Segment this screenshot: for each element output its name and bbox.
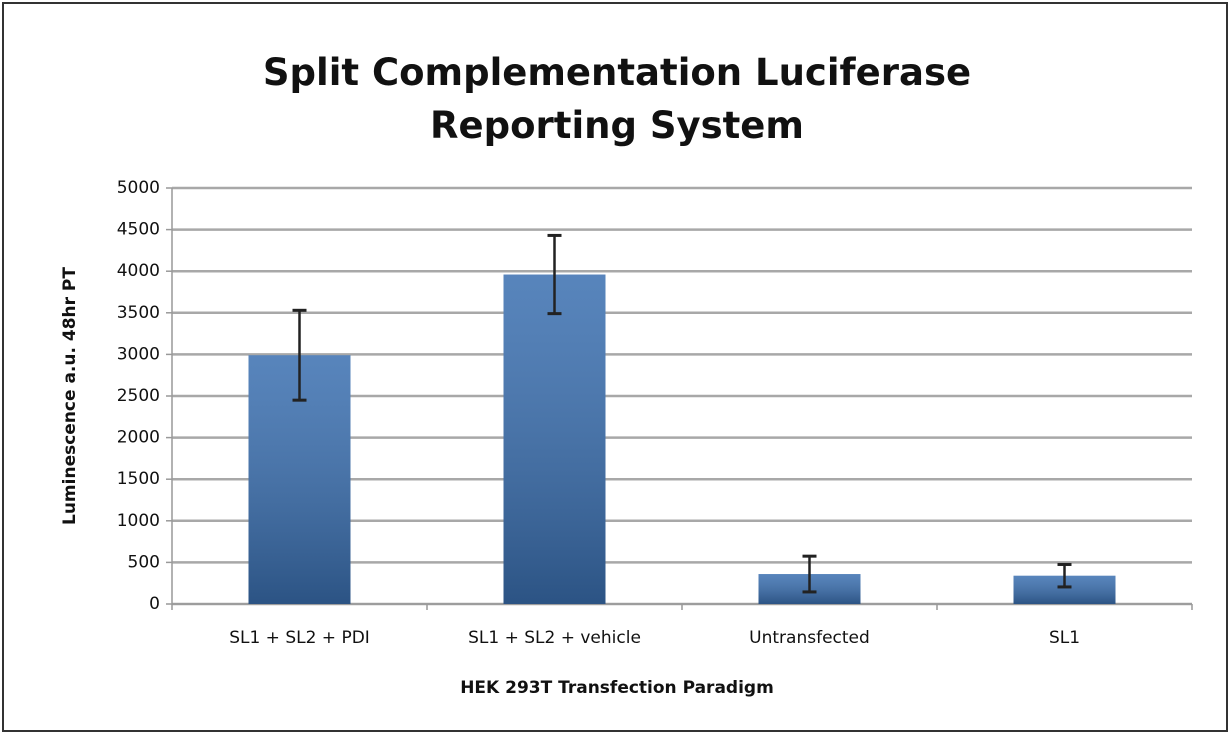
x-tick-label: SL1 <box>1049 628 1080 648</box>
y-tick-label: 2000 <box>117 428 160 448</box>
y-tick-label: 5000 <box>117 178 160 198</box>
y-tick-label: 4500 <box>117 220 160 240</box>
x-tick-label: SL1 + SL2 + PDI <box>229 628 370 648</box>
y-tick-label: 4000 <box>117 261 160 281</box>
y-tick-label: 3500 <box>117 303 160 323</box>
y-tick-label: 0 <box>149 594 160 614</box>
y-tick-label: 1000 <box>117 511 160 531</box>
y-tick-label: 2500 <box>117 386 160 406</box>
x-tick-label: SL1 + SL2 + vehicle <box>468 628 641 648</box>
y-tick-label: 1500 <box>117 469 160 489</box>
y-tick-label: 500 <box>128 552 160 572</box>
x-tick-label: Untransfected <box>749 628 870 648</box>
x-axis-label: HEK 293T Transfection Paradigm <box>460 678 774 698</box>
y-tick-label: 3000 <box>117 344 160 364</box>
y-axis-label: Luminescence a.u. 48hr PT <box>60 267 80 525</box>
bar-shade <box>503 274 606 604</box>
chart-title: Split Complementation Luciferase Reporti… <box>262 51 972 147</box>
